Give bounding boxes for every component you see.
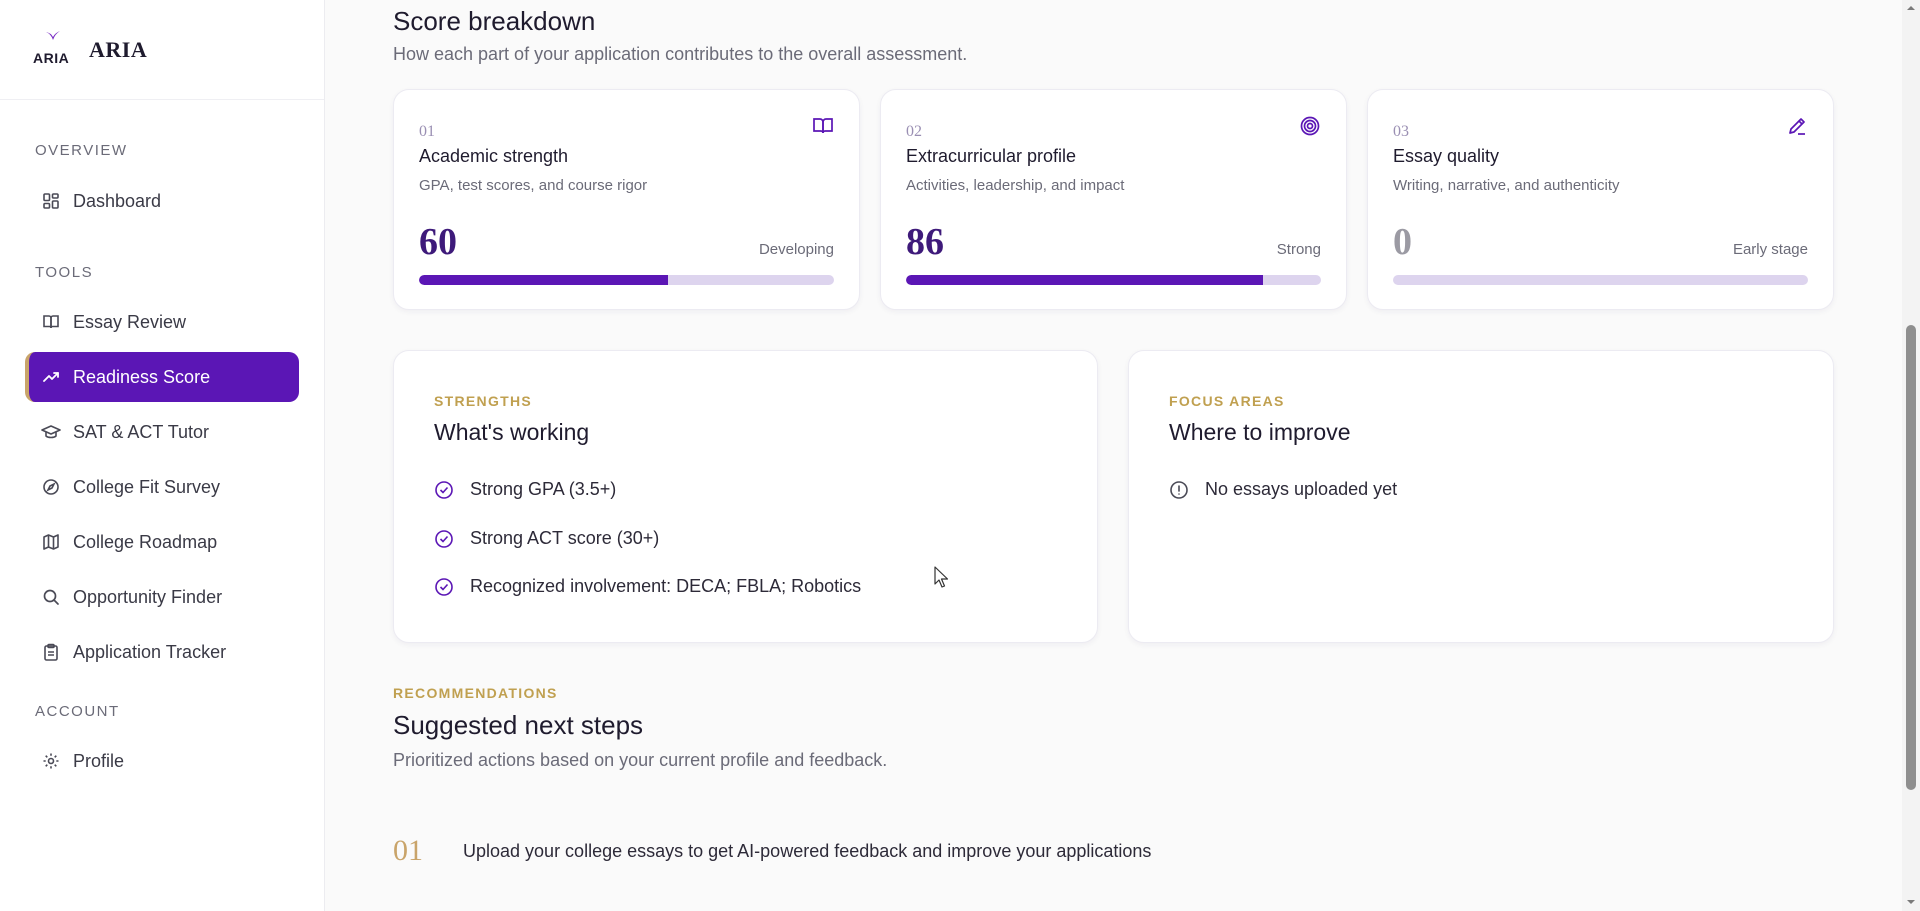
recommendations-title: Suggested next steps <box>393 710 644 740</box>
focus-title: Where to improve <box>1169 419 1351 445</box>
scrollbar[interactable] <box>1902 0 1920 911</box>
score-card-essay: 03 Essay quality Writing, narrative, and… <box>1367 89 1834 310</box>
main-content: Score breakdown How each part of your ap… <box>326 0 1890 911</box>
card-description: Writing, narrative, and authenticity <box>1393 177 1620 194</box>
check-circle-icon <box>435 529 453 548</box>
breakdown-subtitle: How each part of your application contri… <box>393 44 968 64</box>
list-item: No essays uploaded yet <box>1169 479 1397 500</box>
scroll-down-icon[interactable] <box>1906 897 1916 907</box>
card-description: GPA, test scores, and course rigor <box>419 177 648 194</box>
strengths-title: What's working <box>434 419 590 445</box>
sidebar-item-application-tracker[interactable]: Application Tracker <box>25 627 299 677</box>
list-item: Strong ACT score (30+) <box>434 528 659 549</box>
progress-fill <box>419 275 668 285</box>
check-circle-icon <box>435 480 453 499</box>
card-score: 0 <box>1393 221 1412 263</box>
breakdown-title: Score breakdown <box>393 6 596 36</box>
sidebar-item-dashboard[interactable]: Dashboard <box>25 176 299 226</box>
bird-icon <box>46 30 60 40</box>
sidebar-item-label: College Fit Survey <box>73 476 221 497</box>
list-item: Recognized involvement: DECA; FBLA; Robo… <box>434 576 861 597</box>
progress-track <box>419 275 834 285</box>
card-number: 01 <box>419 123 435 140</box>
brand[interactable]: ARIA ARIA <box>0 0 324 100</box>
strength-text: Strong ACT score (30+) <box>470 528 660 548</box>
sidebar-item-readiness-score[interactable]: Readiness Score <box>25 352 299 402</box>
alert-circle-icon <box>1170 480 1188 499</box>
section-overview: OVERVIEW <box>35 142 128 159</box>
clipboard-icon <box>41 642 61 662</box>
card-level: Early stage <box>1732 241 1808 258</box>
sidebar-item-opportunity-finder[interactable]: Opportunity Finder <box>25 572 299 622</box>
card-level: Developing <box>758 241 834 258</box>
brand-name: ARIA <box>89 36 148 62</box>
sidebar-item-label: Profile <box>73 750 125 771</box>
trending-up-icon <box>41 367 61 387</box>
book-open-icon <box>813 118 833 134</box>
check-circle-icon <box>435 577 453 596</box>
section-tools: TOOLS <box>35 264 94 281</box>
focus-areas-panel: FOCUS AREAS Where to improve No essays u… <box>1128 350 1834 643</box>
strengths-panel: STRENGTHS What's working Strong GPA (3.5… <box>393 350 1098 643</box>
sidebar-item-label: College Roadmap <box>73 531 218 552</box>
progress-track <box>1393 275 1808 285</box>
map-icon <box>41 532 61 552</box>
compass-icon <box>41 477 61 497</box>
card-number: 02 <box>906 123 922 140</box>
card-score: 86 <box>906 221 944 263</box>
sidebar-item-label: Dashboard <box>73 190 162 211</box>
target-icon <box>1300 116 1320 136</box>
sidebar-item-college-roadmap[interactable]: College Roadmap <box>25 517 299 567</box>
sidebar: ARIA ARIA OVERVIEW Dashboard TOOLS Essay… <box>0 0 325 911</box>
sidebar-item-label: Essay Review <box>73 311 187 332</box>
card-title: Extracurricular profile <box>906 146 1077 166</box>
card-title: Academic strength <box>419 146 569 166</box>
card-level: Strong <box>1276 241 1321 258</box>
sidebar-item-sat-act-tutor[interactable]: SAT & ACT Tutor <box>25 407 299 457</box>
sidebar-item-profile[interactable]: Profile <box>25 736 299 786</box>
card-title: Essay quality <box>1393 146 1500 166</box>
recommendations-eyebrow: RECOMMENDATIONS <box>393 685 558 701</box>
strength-text: Recognized involvement: DECA; FBLA; Robo… <box>470 576 862 596</box>
card-description: Activities, leadership, and impact <box>906 177 1125 194</box>
book-icon <box>41 312 61 332</box>
search-icon <box>41 587 61 607</box>
focus-eyebrow: FOCUS AREAS <box>1169 393 1285 409</box>
sidebar-item-essay-review[interactable]: Essay Review <box>25 297 299 347</box>
card-number: 03 <box>1393 123 1409 140</box>
recommendations-subtitle: Prioritized actions based on your curren… <box>393 750 888 770</box>
progress-track <box>906 275 1321 285</box>
graduation-cap-icon <box>41 422 61 442</box>
mouse-cursor-icon <box>934 566 948 588</box>
score-card-academic: 01 Academic strength GPA, test scores, a… <box>393 89 860 310</box>
sidebar-item-label: SAT & ACT Tutor <box>73 421 210 442</box>
card-score: 60 <box>419 221 457 263</box>
step-item[interactable]: 01 Upload your college essays to get AI-… <box>393 834 1151 868</box>
pencil-icon <box>1789 118 1805 135</box>
scroll-up-icon[interactable] <box>1906 3 1916 13</box>
list-item: Strong GPA (3.5+) <box>434 479 616 500</box>
step-number: 01 <box>393 834 423 867</box>
scroll-thumb[interactable] <box>1906 325 1916 790</box>
strengths-eyebrow: STRENGTHS <box>434 393 533 409</box>
progress-fill <box>906 275 1263 285</box>
strength-text: Strong GPA (3.5+) <box>470 479 617 499</box>
score-card-extracurricular: 02 Extracurricular profile Activities, l… <box>880 89 1347 310</box>
brand-logo: ARIA <box>33 30 73 70</box>
section-account: ACCOUNT <box>35 703 120 720</box>
sidebar-item-label: Application Tracker <box>73 641 227 662</box>
step-text: Upload your college essays to get AI-pow… <box>463 840 1152 861</box>
focus-text: No essays uploaded yet <box>1205 479 1398 499</box>
gear-icon <box>41 751 61 771</box>
sidebar-item-college-fit-survey[interactable]: College Fit Survey <box>25 462 299 512</box>
brand-mini: ARIA <box>33 49 70 66</box>
sidebar-item-label: Opportunity Finder <box>73 586 223 607</box>
grid-icon <box>41 191 61 211</box>
sidebar-item-label: Readiness Score <box>73 366 211 387</box>
